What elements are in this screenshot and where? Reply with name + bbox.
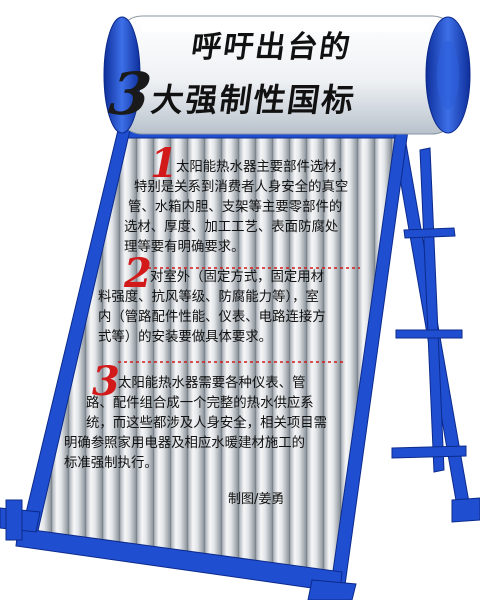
headline-line-1: 呼吁出台的 [189,30,354,65]
back-support-frame [391,131,480,523]
item-2-line: 料强度、抗风等级、防腐能力等），室 [98,290,319,305]
item-number-3: 3 [92,358,120,405]
item-2-line: 对室外（固定方式，固定用材 [150,270,325,285]
item-3-line: 路、配件组合成一个完整的热水供应系 [86,396,314,411]
item-1-line: 选材、厚度、加工工艺、表面防腐处 [124,220,339,235]
item-2-line: 式等）的安装要做具体要求。 [98,330,273,345]
item-1-line: 特别是关系到消费者人身安全的真空 [134,180,349,195]
water-tank [103,15,471,135]
list-item-1: 太阳能热水器主要部件选材， 特别是关系到消费者人身安全的真空 管、水箱内胆、支架… [124,158,350,258]
list-item-2: 对室外（固定方式，固定用材 料强度、抗风等级、防腐能力等），室 内（管路配件性能… [98,268,326,348]
item-2-line: 内（管路配件性能、仪表、电路连接方 [98,310,326,325]
headline-text: 大强制性国标 [148,81,359,119]
list-item-3: 太阳能热水器需要各种仪表、管 路、配件组合成一个完整的热水供应系 统，而这些都涉… [64,374,327,474]
item-number-1: 1 [150,140,178,187]
item-1-line: 理等要有明确要求。 [124,240,245,255]
item-number-2: 2 [124,250,152,297]
item-1-line: 太阳能热水器主要部件选材， [176,160,351,175]
item-3-line: 标准强制执行。 [64,456,158,471]
item-3-line: 统，而这些都涉及人身安全，相关项目需 [86,416,328,431]
headline-line-2: 3 大强制性国标 [105,60,360,128]
item-3-line: 明确参照家用电器及相应水暖建材施工的 [64,436,306,451]
headline-number: 3 [105,60,156,128]
item-3-line: 太阳能热水器需要各种仪表、管 [118,376,306,391]
item-1-line: 管、水箱内胆、支架等主要零部件的 [128,200,343,215]
credit-text: 制图/姜勇 [228,492,285,507]
